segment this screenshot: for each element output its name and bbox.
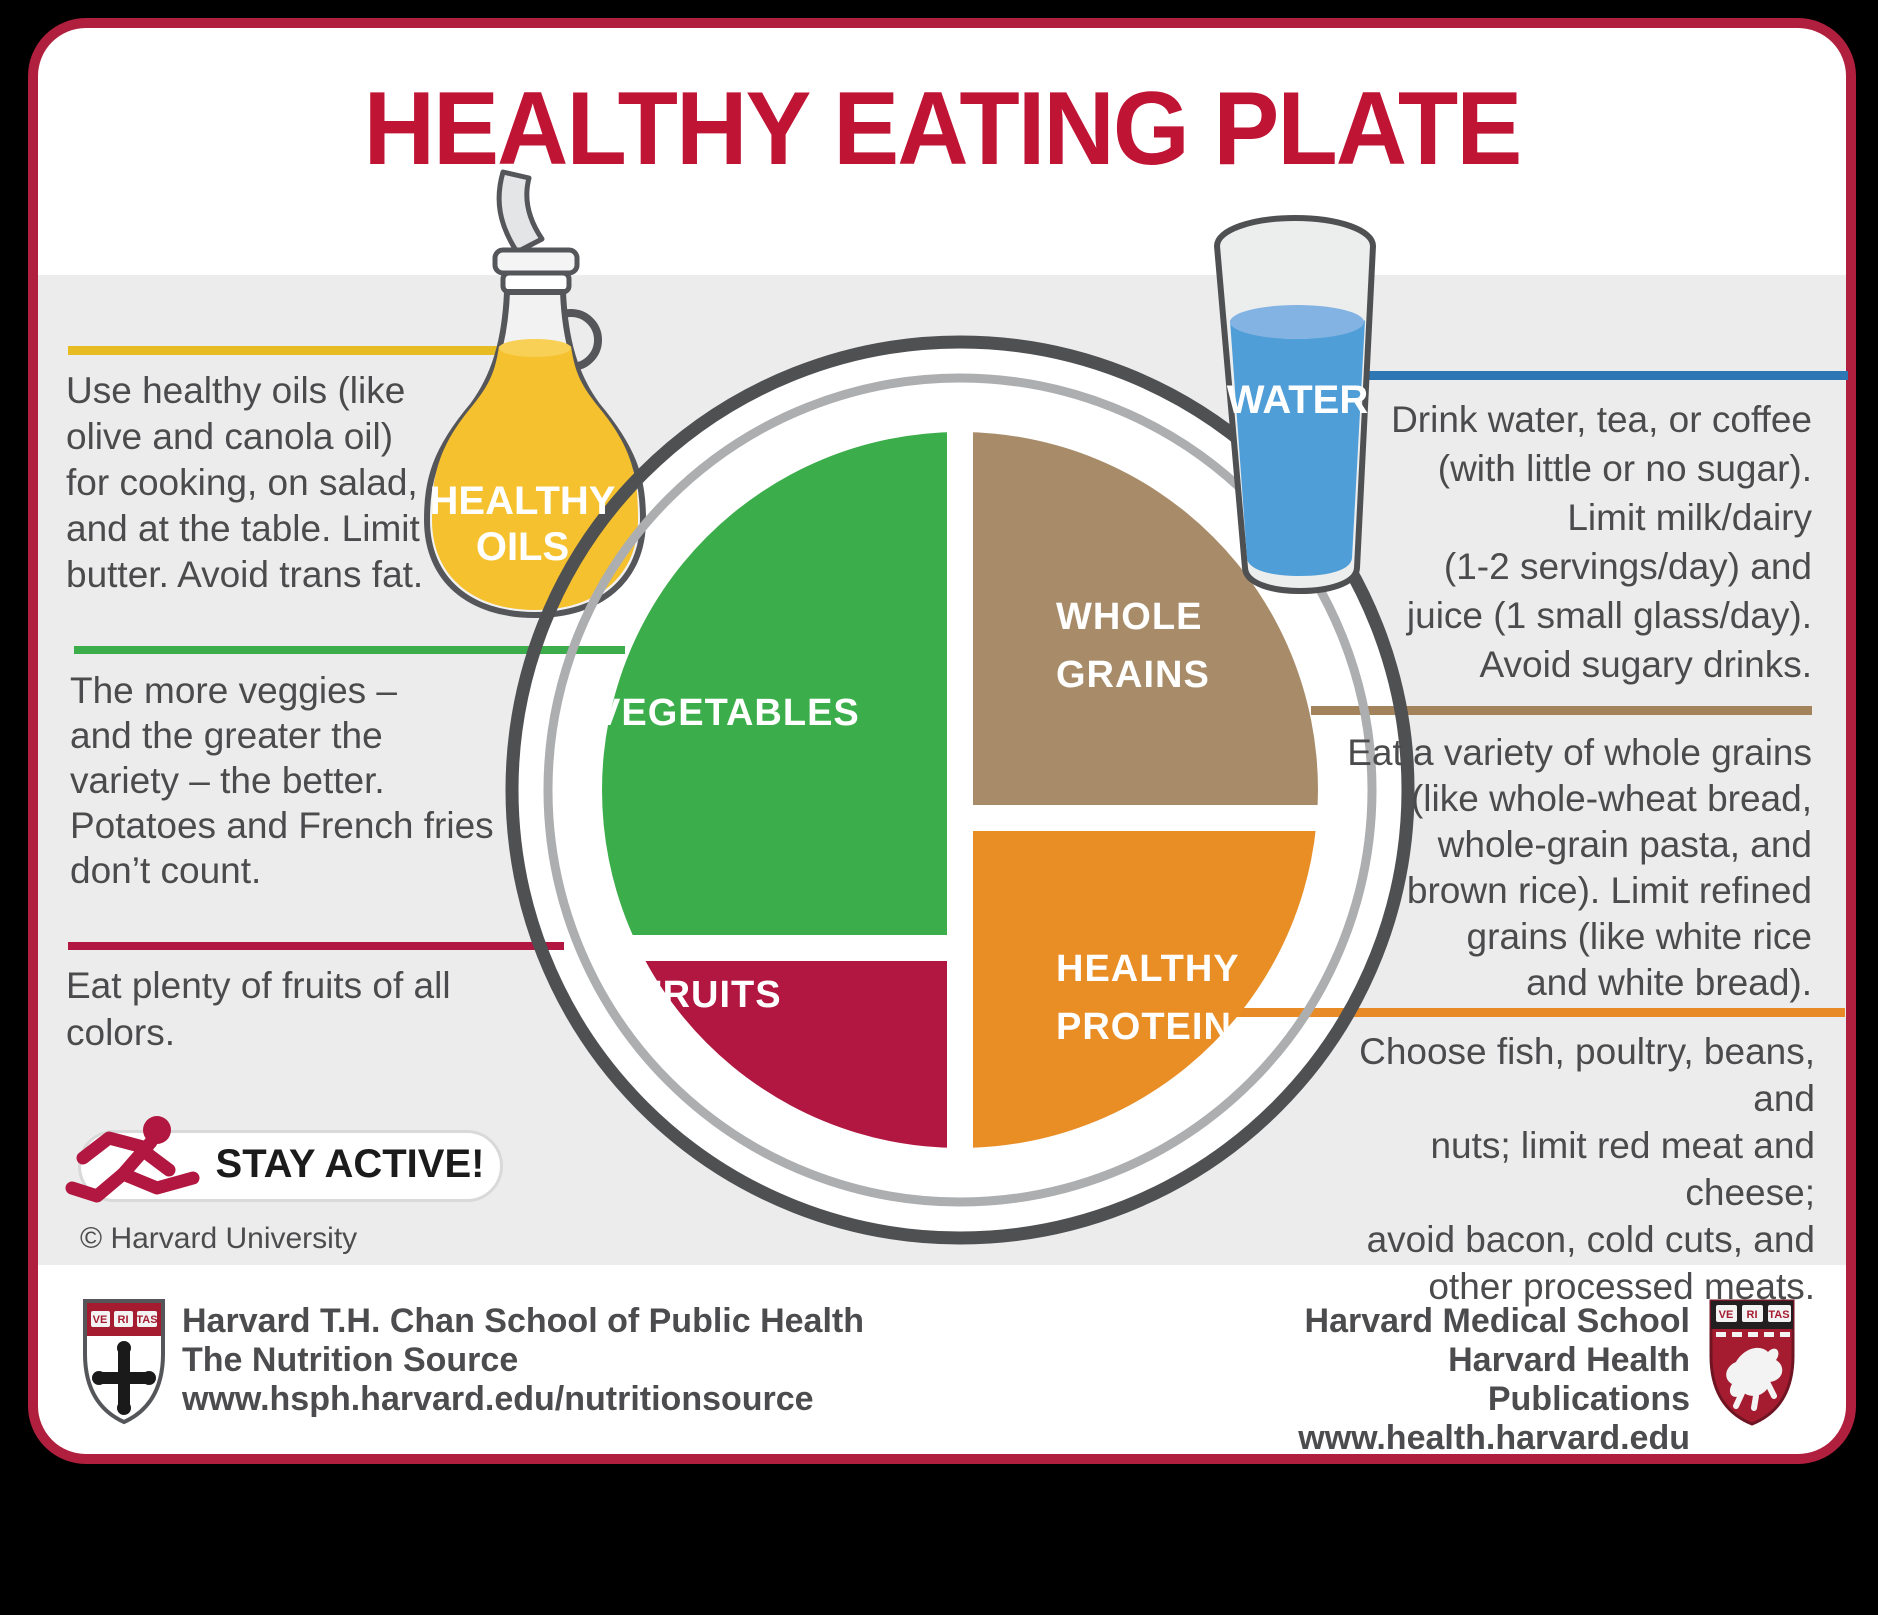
oil-bottle-spout [496, 169, 545, 255]
water-glass-illustration [1214, 215, 1376, 594]
whole-grains-annotation: Eat a variety of whole grains (like whol… [1347, 732, 1812, 1003]
copyright-text: © Harvard University [80, 1222, 358, 1255]
plate-illustration [505, 335, 1415, 1245]
oils-annotation: Use healthy oils (like olive and canola … [66, 370, 424, 595]
vegetables-label: VEGETABLES [595, 692, 860, 734]
plate-outer-ring [505, 335, 1415, 1245]
footer-left-text: Harvard T.H. Chan School of Public Healt… [182, 1302, 864, 1418]
fruits-connector-line [68, 942, 564, 950]
water-annotation: Drink water, tea, or coffee (with little… [1391, 399, 1812, 685]
svg-text:RI: RI [1747, 1309, 1758, 1321]
svg-text:VE: VE [93, 1314, 108, 1326]
fruits-label: FRUITS [638, 974, 782, 1016]
svg-text:TAS: TAS [1768, 1309, 1789, 1321]
protein-label: HEALTHY PROTEIN [1056, 948, 1240, 1048]
hsph-shield-logo: VE RI TAS [83, 1299, 165, 1425]
whole-grains-connector-line [1311, 706, 1812, 715]
water-label: WATER [1226, 378, 1369, 422]
water-connector-line [1350, 371, 1848, 380]
vegetables-segment [602, 432, 947, 935]
runner-icon [65, 1116, 200, 1203]
vegetables-connector-line [74, 646, 625, 654]
water-fill [1230, 320, 1365, 576]
page-title: HEALTHY EATING PLATE [363, 71, 1523, 187]
protein-annotation: Choose fish, poultry, beans, and nuts; l… [1359, 1031, 1815, 1307]
fruits-annotation: Eat plenty of fruits of all colors. [66, 965, 451, 1053]
plate-inner-ring [543, 373, 1377, 1207]
healthy-oils-label: HEALTHY OILS [429, 479, 616, 569]
protein-connector-line [1232, 1008, 1845, 1017]
oils-connector-line [68, 346, 568, 355]
svg-text:VE: VE [1719, 1309, 1734, 1321]
hms-shield-logo: VE RI TAS [1709, 1299, 1795, 1426]
svg-text:TAS: TAS [136, 1314, 157, 1326]
stay-active-label: STAY ACTIVE! [215, 1142, 485, 1186]
svg-text:RI: RI [118, 1314, 129, 1326]
footer-right-text: Harvard Medical School Harvard Health Pu… [1298, 1302, 1690, 1457]
vegetables-annotation: The more veggies – and the greater the v… [70, 670, 494, 891]
whole-grains-label: WHOLE GRAINS [1056, 596, 1210, 696]
